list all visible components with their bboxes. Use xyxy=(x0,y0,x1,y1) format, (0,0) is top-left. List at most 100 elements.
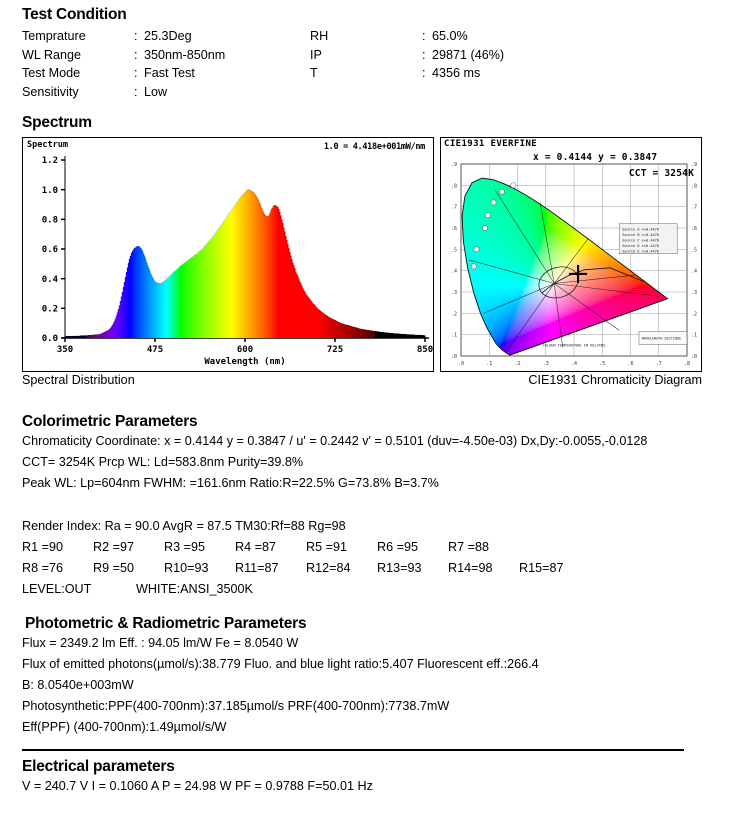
peak-wl-fwhm-line: Peak WL: Lp=604nm FWHM: =161.6nm Ratio:R… xyxy=(22,476,439,490)
r3-value: R3 =95 xyxy=(164,540,205,554)
electrical-title: Electrical parameters xyxy=(22,758,175,775)
blue-light-b-line: B: 8.0540e+003mW xyxy=(22,678,134,692)
chart-captions: Spectral Distribution CIE1931 Chromatici… xyxy=(22,373,702,387)
svg-text:.9: .9 xyxy=(691,162,697,168)
test-condition-row: WL Range : 350nm-850nm xyxy=(22,46,310,65)
photometric-title: Photometric & Radiometric Parameters xyxy=(25,615,307,632)
cie1931-chart: CIE1931 EVERFINE x = 0.4144 y = 0.3847 C… xyxy=(440,137,702,372)
test-condition-row: Temprature : 25.3Deg xyxy=(22,27,310,46)
chromaticity-coordinate-line: Chromaticity Coordinate: x = 0.4144 y = … xyxy=(22,434,648,448)
test-condition-left-column: Temprature : 25.3Deg WL Range : 350nm-85… xyxy=(22,27,310,101)
test-condition-row: IP : 29871 (46%) xyxy=(310,46,610,65)
electrical-section: Electrical parameters V = 240.7 V I = 0.… xyxy=(22,758,746,797)
svg-text:.7: .7 xyxy=(656,361,662,367)
r12-value: R12=84 xyxy=(306,561,351,575)
colon: : xyxy=(134,84,138,99)
svg-text:.2: .2 xyxy=(451,311,457,317)
r6-value: R6 =95 xyxy=(377,540,418,554)
r11-value: R11=87 xyxy=(235,561,279,575)
render-index-row-2: R8 =76 R9 =50 R10=93 R11=87 R12=84 R13=9… xyxy=(22,558,746,579)
test-condition-right-column: RH : 65.0% IP : 29871 (46%) T : 4356 ms xyxy=(310,27,610,101)
svg-text:.0: .0 xyxy=(691,354,697,360)
r5-value: R5 =91 xyxy=(306,540,347,554)
colon: : xyxy=(134,66,138,80)
svg-text:.5: .5 xyxy=(451,247,457,253)
sensitivity-value: Low xyxy=(144,84,168,99)
colorimetric-section: Colorimetric Parameters Chromaticity Coo… xyxy=(22,413,746,494)
svg-text:0.4: 0.4 xyxy=(42,275,59,285)
spectral-plot-svg: 0.0 0.2 0.4 0.6 0.8 1.0 1.2 350 475 600 725 850 Wave… xyxy=(42,156,433,367)
svg-text:.0: .0 xyxy=(451,354,457,360)
render-index-row-1: R1 =90 R2 =97 R3 =95 R4 =87 R5 =91 R6 =9… xyxy=(22,537,746,558)
svg-text:850: 850 xyxy=(417,345,433,355)
charts-row: Spectrum 1.0 = 4.418e+001mW/nm 0.0 0.2 0.4… xyxy=(22,137,738,372)
test-condition-row: Sensitivity : Low xyxy=(22,83,310,102)
svg-text:.6: .6 xyxy=(451,226,457,232)
render-index-line: Render Index: Ra = 90.0 AvgR = 87.5 TM30… xyxy=(22,519,346,533)
svg-text:.1: .1 xyxy=(451,333,457,339)
r4-value: R4 =87 xyxy=(235,540,276,554)
svg-text:.4: .4 xyxy=(571,361,577,367)
svg-text:.7: .7 xyxy=(451,205,457,211)
svg-text:.2: .2 xyxy=(691,311,697,317)
svg-text:0.6: 0.6 xyxy=(42,245,58,255)
svg-text:.3: .3 xyxy=(691,290,697,296)
sensitivity-label: Sensitivity xyxy=(22,84,79,99)
svg-text:.7: .7 xyxy=(691,205,697,211)
r13-value: R13=93 xyxy=(377,561,422,575)
emitted-photons-line: Flux of emitted photons(µmol/s):38.779 F… xyxy=(22,657,539,671)
t-value: 4356 ms xyxy=(432,66,481,80)
svg-text:0.2: 0.2 xyxy=(42,305,58,315)
cie-cct-readout: CCT = 3254K xyxy=(628,168,694,179)
cie-plot-svg: .0.1.2.3.4.5.6.7.8.0.0.1.1.2.2.3.3.4.4.5… xyxy=(451,162,697,367)
r15-value: R15=87 xyxy=(519,561,564,575)
r2-value: R2 =97 xyxy=(93,540,134,554)
svg-text:.0: .0 xyxy=(458,361,464,367)
test-mode-value: Fast Test xyxy=(144,66,195,80)
white-value: WHITE:ANSI_3500K xyxy=(136,582,253,596)
svg-text:.1: .1 xyxy=(486,361,492,367)
svg-text:600: 600 xyxy=(237,345,253,355)
r8-value: R8 =76 xyxy=(22,561,63,575)
wl-range-value: 350nm-850nm xyxy=(144,47,226,62)
spectrum-section: Spectrum Spectrum 1.0 = 4.418e+001mW/nm … xyxy=(22,114,738,387)
colon: : xyxy=(134,47,138,62)
test-condition-body: Temprature : 25.3Deg WL Range : 350nm-85… xyxy=(22,27,738,101)
svg-text:.3: .3 xyxy=(451,290,457,296)
svg-text:.5: .5 xyxy=(599,361,605,367)
spectral-scale-note: 1.0 = 4.418e+001mW/nm xyxy=(323,142,425,152)
photometric-section: Photometric & Radiometric Parameters Flu… xyxy=(22,615,746,738)
spectral-distribution-chart: Spectrum 1.0 = 4.418e+001mW/nm 0.0 0.2 0.4… xyxy=(22,137,434,372)
spectrum-title: Spectrum xyxy=(22,114,92,131)
rh-label: RH xyxy=(310,29,329,43)
cct-purity-line: CCT= 3254K Prcp WL: Ld=583.8nm Purity=39… xyxy=(22,455,304,469)
spectral-distribution-caption: Spectral Distribution xyxy=(22,373,135,387)
svg-text:350: 350 xyxy=(57,345,73,355)
r7-value: R7 =88 xyxy=(448,540,489,554)
eff-ppf-line: Eff(PPF) (400-700nm):1.49µmol/s/W xyxy=(22,720,227,734)
svg-text:1.0: 1.0 xyxy=(42,186,58,196)
svg-text:.5: .5 xyxy=(691,247,697,253)
electrical-values-line: V = 240.7 V I = 0.1060 A P = 24.98 W PF … xyxy=(22,779,373,793)
spectral-plot-title: Spectrum xyxy=(27,140,68,150)
svg-text:.2: .2 xyxy=(514,361,520,367)
colon: : xyxy=(422,66,426,80)
svg-text:.8: .8 xyxy=(691,183,697,189)
test-condition-row: RH : 65.0% xyxy=(310,27,610,46)
test-condition-row: T : 4356 ms xyxy=(310,64,610,83)
level-white-row: LEVEL:OUT WHITE:ANSI_3500K xyxy=(22,579,746,600)
svg-text:.6: .6 xyxy=(691,226,697,232)
ip-label: IP xyxy=(310,47,322,62)
svg-text:.8: .8 xyxy=(451,183,457,189)
photosynthetic-line: Photosynthetic:PPF(400-700nm):37.185µmol… xyxy=(22,699,450,713)
colon: : xyxy=(134,29,138,43)
svg-text:.4: .4 xyxy=(691,269,697,275)
r1-value: R1 =90 xyxy=(22,540,63,554)
rh-value: 65.0% xyxy=(432,29,468,43)
svg-text:0.8: 0.8 xyxy=(42,216,58,226)
svg-text:.1: .1 xyxy=(691,333,697,339)
svg-text:725: 725 xyxy=(327,345,343,355)
r9-value: R9 =50 xyxy=(93,561,134,575)
svg-text:.8: .8 xyxy=(684,361,690,367)
svg-text:Wavelength (nm): Wavelength (nm) xyxy=(204,357,285,367)
